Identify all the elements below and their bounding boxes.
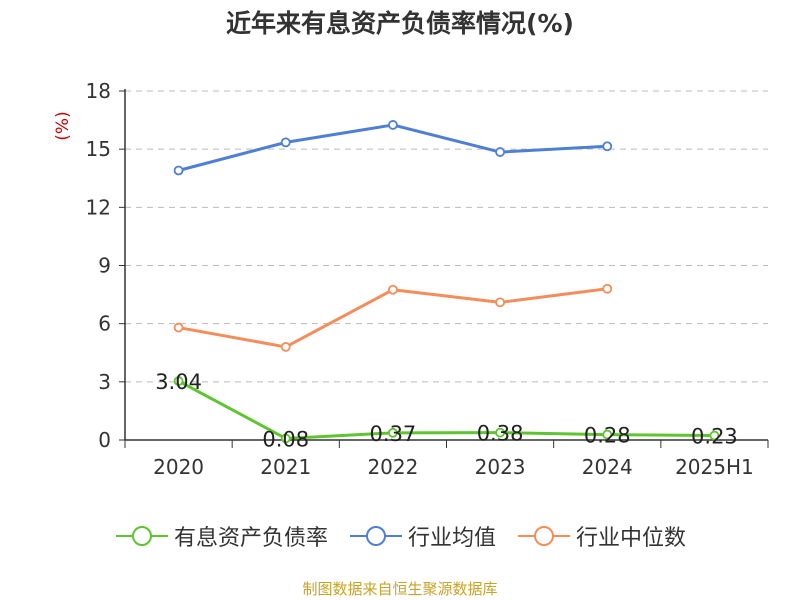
axes: 0 3 6 9 12 15 18 2020 2021 2022 2023 2024 2025H1 (%) (53, 79, 769, 479)
y-tick-label-3: 9 (98, 254, 111, 278)
y-tick-label-4: 12 (86, 195, 111, 219)
data-point-2-4[interactable] (602, 283, 613, 294)
series-lines (173, 120, 720, 444)
x-tick-label-2: 2022 (367, 455, 418, 479)
legend-item-2[interactable]: 行业中位数 (516, 520, 686, 552)
data-point-1-0[interactable] (173, 165, 184, 176)
legend-marker-1 (349, 526, 402, 546)
legend: 有息资产负债率 行业均值 行业中位数 (0, 520, 800, 552)
data-point-0-4[interactable] (602, 429, 613, 440)
data-point-2-0[interactable] (173, 322, 184, 333)
x-tick-label-1: 2021 (260, 455, 311, 479)
chart-title: 近年来有息资产负债率情况(%) (226, 9, 574, 38)
x-tick-label-5: 2025H1 (675, 455, 754, 479)
data-point-0-3[interactable] (495, 427, 505, 438)
data-point-0-5[interactable] (709, 430, 720, 441)
data-point-2-2[interactable] (388, 284, 398, 295)
legend-marker-2 (518, 526, 570, 546)
data-labels: 3.04 0.08 0.37 0.38 0.28 0.23 (155, 370, 738, 451)
data-point-0-2[interactable] (388, 427, 398, 438)
legend-item-1[interactable]: 行业均值 (348, 520, 496, 552)
data-label-0-4: 0.28 (584, 424, 631, 448)
data-point-1-2[interactable] (388, 120, 398, 130)
y-tick-label-2: 6 (98, 312, 111, 336)
x-tick-label-4: 2024 (582, 455, 633, 479)
legend-label-0: 有息资产负债率 (173, 526, 328, 551)
data-point-1-3[interactable] (495, 147, 505, 157)
y-axis-label: (%) (53, 111, 73, 140)
data-point-0-0[interactable] (173, 376, 184, 386)
y-tick-label-6: 18 (86, 79, 111, 103)
y-tick-label-5: 15 (86, 137, 111, 161)
data-source-note: 制图数据来自恒生聚源数据库 (302, 580, 498, 598)
x-tick-label-3: 2023 (475, 455, 526, 479)
data-point-2-3[interactable] (495, 297, 505, 308)
grid-lines (125, 90, 768, 383)
legend-item-0[interactable]: 有息资产负债率 (114, 520, 328, 552)
data-point-1-4[interactable] (602, 141, 613, 152)
series-line-1 (178, 123, 608, 172)
legend-label-1: 行业均值 (407, 526, 496, 551)
y-tick-label-0: 0 (98, 428, 111, 452)
data-label-0-1: 0.08 (262, 427, 309, 451)
series-line-0 (177, 379, 715, 440)
data-label-0-2: 0.37 (370, 422, 417, 446)
series-line-2 (178, 287, 608, 349)
y-tick-label-1: 3 (98, 370, 111, 394)
x-tick-label-0: 2020 (153, 455, 204, 479)
data-label-0-3: 0.38 (477, 422, 524, 446)
data-point-2-1[interactable] (280, 342, 291, 352)
legend-label-2: 行业中位数 (576, 526, 687, 551)
data-point-1-1[interactable] (280, 137, 291, 148)
legend-marker-0 (115, 526, 168, 546)
data-label-0-5: 0.23 (691, 425, 738, 449)
data-point-0-1[interactable] (280, 433, 291, 444)
data-label-0-0: 3.04 (155, 370, 202, 394)
